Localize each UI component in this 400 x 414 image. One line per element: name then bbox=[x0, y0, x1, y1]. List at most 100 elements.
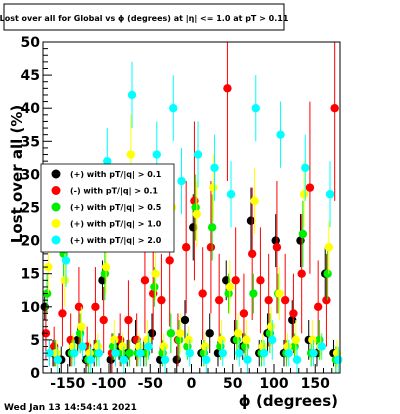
data-point bbox=[225, 282, 235, 292]
data-point bbox=[200, 342, 210, 351]
data-point bbox=[206, 243, 216, 252]
data-point bbox=[192, 209, 202, 219]
data-point bbox=[151, 269, 160, 278]
data-point bbox=[323, 269, 332, 278]
data-point bbox=[266, 322, 276, 331]
data-point bbox=[301, 163, 310, 172]
data-point bbox=[52, 348, 61, 358]
data-point bbox=[207, 223, 217, 232]
data-point bbox=[78, 342, 87, 351]
data-point bbox=[58, 309, 67, 318]
data-point bbox=[242, 335, 251, 345]
data-point bbox=[332, 348, 342, 358]
data-point bbox=[70, 348, 79, 358]
data-point bbox=[134, 342, 144, 351]
data-point bbox=[284, 348, 293, 358]
data-point bbox=[172, 355, 181, 364]
y-tick-label: 20 bbox=[21, 234, 41, 250]
data-point bbox=[53, 355, 62, 364]
y-tick-label: 5 bbox=[30, 333, 40, 349]
legend-item: (+) with pT/|q| > 0.5 bbox=[51, 202, 162, 212]
data-point bbox=[218, 348, 227, 358]
data-point bbox=[119, 355, 128, 364]
data-point bbox=[94, 348, 104, 358]
data-point bbox=[61, 256, 71, 265]
data-point bbox=[198, 289, 207, 298]
data-point bbox=[150, 282, 159, 292]
data-point bbox=[166, 329, 176, 338]
data-point bbox=[99, 315, 108, 325]
data-point bbox=[272, 243, 282, 252]
data-point bbox=[143, 335, 152, 345]
y-tick-label: 15 bbox=[21, 267, 40, 283]
data-point bbox=[264, 295, 273, 305]
data-point bbox=[74, 302, 84, 311]
y-tick-label: 30 bbox=[21, 167, 41, 183]
data-point bbox=[101, 262, 111, 272]
y-axis-label: Lost over all (%) bbox=[8, 105, 26, 243]
data-point bbox=[231, 276, 240, 285]
data-point bbox=[276, 130, 285, 139]
data-point bbox=[177, 176, 186, 186]
legend-marker bbox=[51, 202, 61, 212]
data-point bbox=[297, 269, 306, 278]
data-point bbox=[243, 355, 252, 364]
data-point bbox=[309, 348, 318, 358]
legend-label: (+) with pT/|q| > 1.0 bbox=[70, 220, 162, 229]
legend-label: (+) with pT/|q| > 2.0 bbox=[70, 236, 162, 245]
data-point bbox=[103, 156, 112, 166]
data-point bbox=[191, 203, 200, 212]
data-point bbox=[180, 315, 190, 325]
data-point bbox=[124, 315, 133, 325]
data-point bbox=[233, 329, 243, 338]
data-point bbox=[223, 84, 232, 93]
data-point bbox=[239, 309, 249, 318]
data-point bbox=[100, 269, 110, 278]
data-point bbox=[184, 335, 193, 345]
y-tick-label: 45 bbox=[21, 68, 40, 84]
data-point bbox=[165, 256, 174, 265]
legend-item: (-) with pT/|q| > 0.1 bbox=[51, 186, 158, 196]
legend-marker bbox=[51, 219, 61, 228]
data-point bbox=[256, 276, 265, 285]
data-point bbox=[317, 342, 326, 351]
data-point bbox=[126, 150, 136, 159]
data-point bbox=[77, 322, 86, 331]
data-point bbox=[44, 262, 53, 272]
data-point bbox=[271, 236, 280, 245]
series-5 bbox=[45, 61, 343, 373]
data-point bbox=[210, 163, 219, 172]
legend-marker bbox=[51, 186, 61, 195]
data-point bbox=[235, 348, 244, 358]
data-point bbox=[157, 295, 166, 305]
data-point bbox=[224, 289, 233, 298]
data-point bbox=[288, 315, 297, 325]
data-point bbox=[176, 329, 185, 338]
data-point bbox=[193, 150, 203, 159]
data-point bbox=[325, 190, 335, 199]
data-point bbox=[45, 348, 54, 358]
data-point bbox=[250, 196, 259, 206]
data-point bbox=[226, 190, 236, 199]
data-point bbox=[110, 335, 119, 345]
x-tick-label: 50 bbox=[223, 376, 243, 392]
data-point bbox=[169, 104, 178, 113]
data-point bbox=[313, 302, 323, 311]
legend-marker bbox=[51, 169, 61, 179]
x-tick-label: 100 bbox=[259, 376, 288, 392]
data-point bbox=[292, 355, 302, 364]
data-point bbox=[147, 329, 157, 338]
data-point bbox=[289, 309, 298, 318]
data-point bbox=[86, 355, 95, 364]
legend-item: (+) with pT/|q| > 1.0 bbox=[51, 219, 162, 229]
data-point bbox=[298, 229, 308, 239]
data-point bbox=[299, 190, 309, 199]
data-point bbox=[330, 104, 339, 113]
legend-label: (+) with pT/|q| > 0.5 bbox=[70, 203, 162, 212]
x-tick-label: -100 bbox=[91, 376, 126, 392]
data-point bbox=[93, 342, 103, 351]
chart-title: Lost over all for Global vs ϕ (degrees) … bbox=[0, 14, 289, 23]
x-tick-label: -150 bbox=[50, 376, 85, 392]
axis-layer: -150 -100 -50 0 50 100 150 0 5 10 15 20 25 30 35 40 45 50 bbox=[21, 35, 341, 392]
